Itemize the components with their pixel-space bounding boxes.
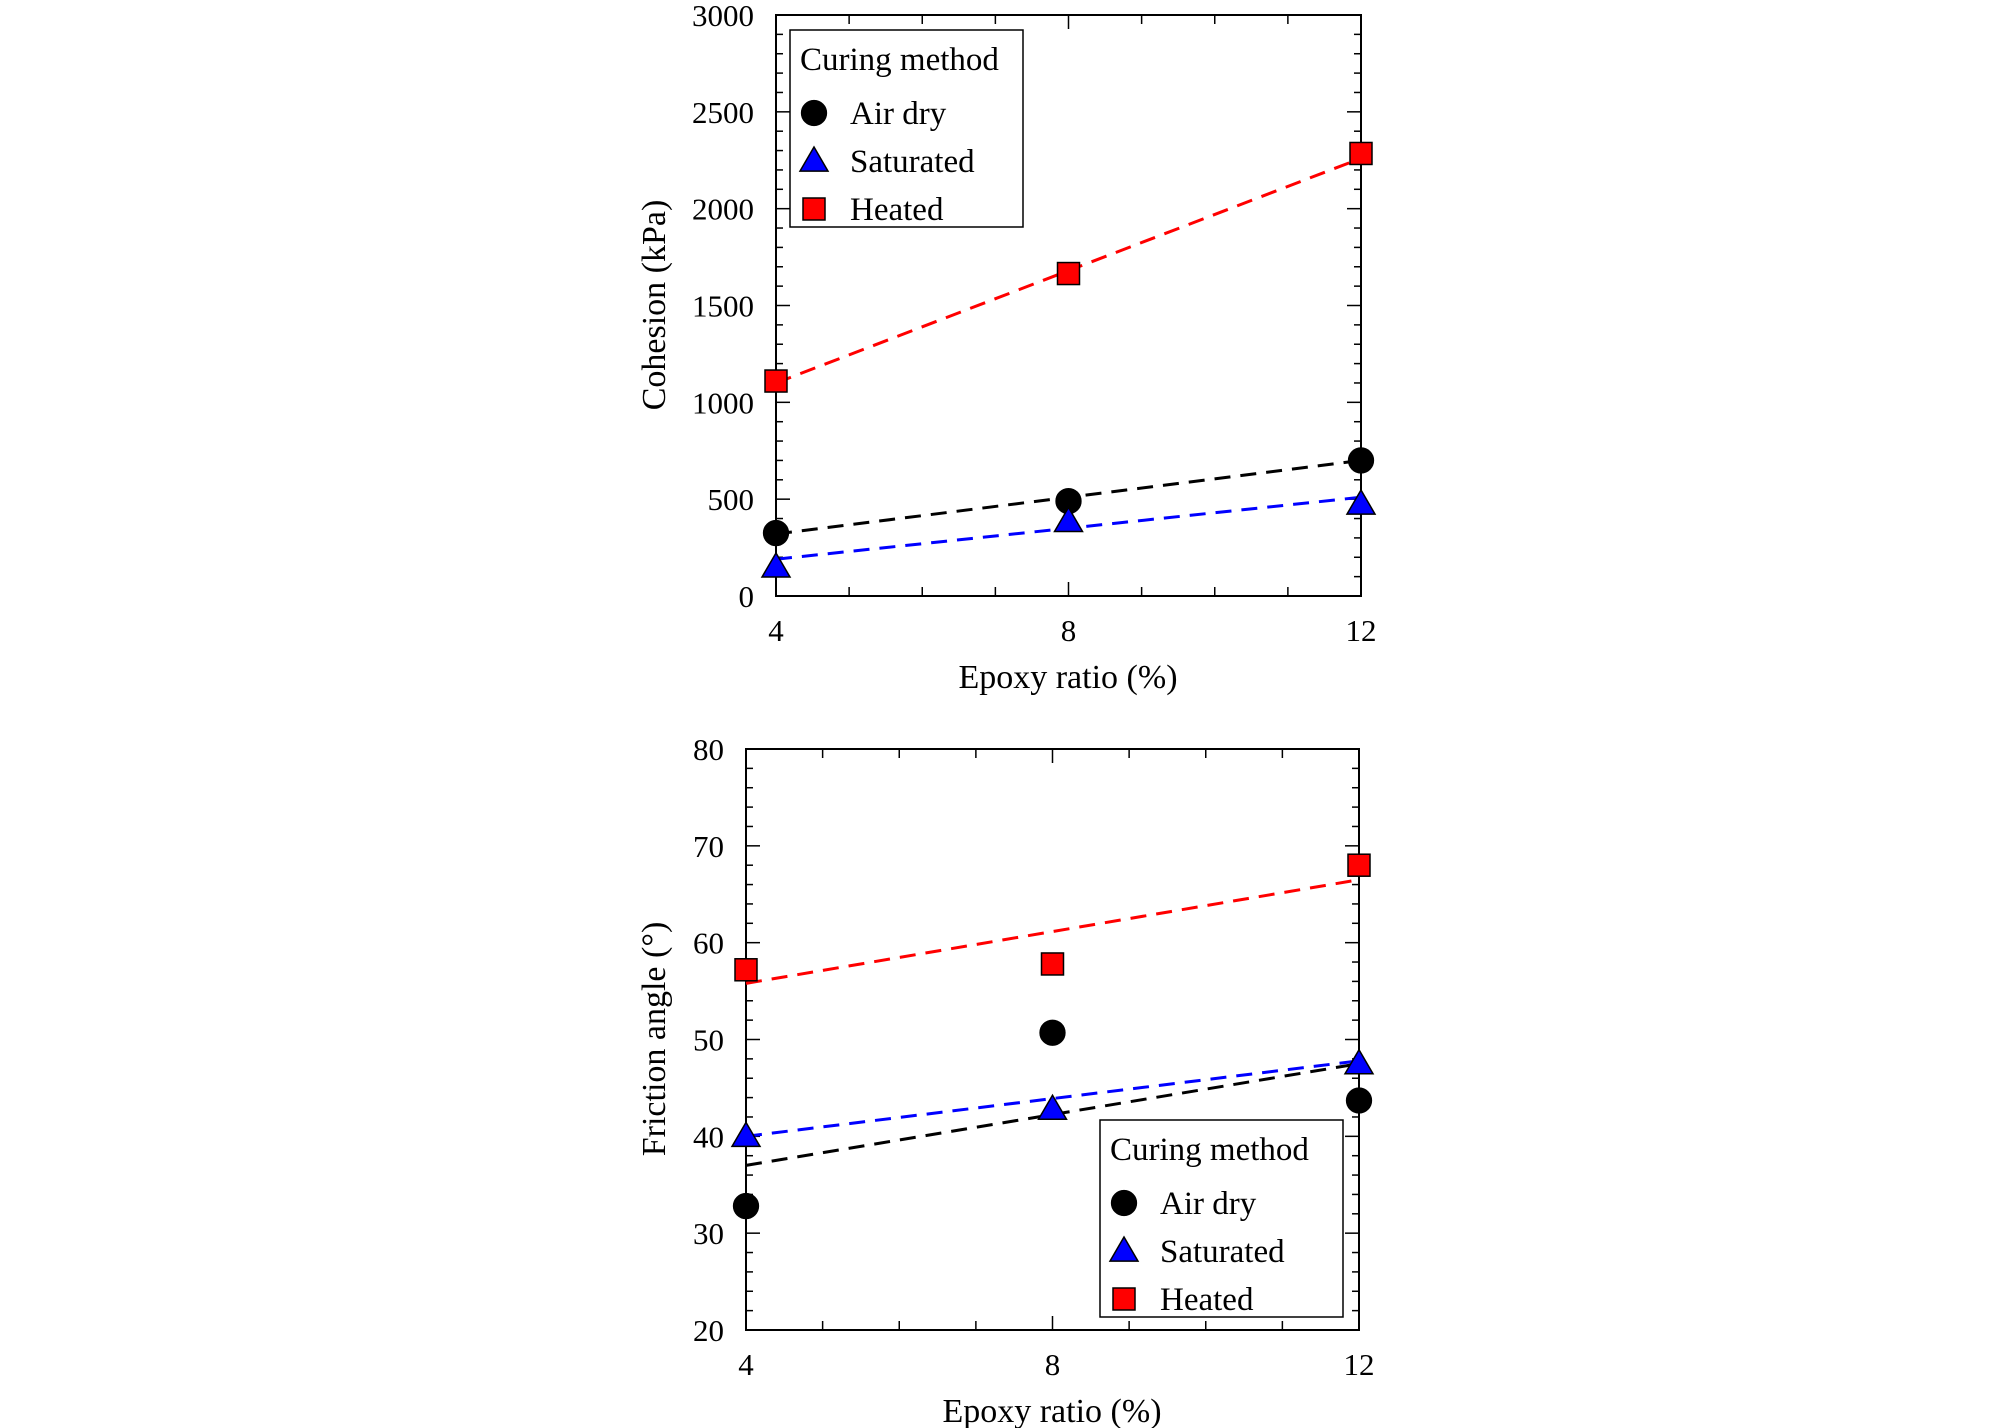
y-tick-label: 40: [693, 1119, 724, 1154]
legend: Curing method Air dry Saturated Heated: [789, 29, 1024, 228]
legend-box: [789, 29, 1024, 228]
y-tick-label: 2000: [692, 192, 754, 227]
legend-label: Saturated: [850, 144, 975, 180]
data-point-air-dry: [1347, 447, 1375, 474]
y-tick-label: 80: [693, 732, 724, 767]
x-tick-label: 4: [738, 1347, 754, 1382]
legend-label: Saturated: [1160, 1234, 1285, 1270]
data-point-heated: [1040, 952, 1065, 976]
data-point-air-dry: [1345, 1087, 1373, 1114]
legend: Curing method Air dry Saturated Heated: [1099, 1119, 1344, 1318]
x-tick-label: 8: [1061, 613, 1077, 648]
legend-label: Air dry: [850, 96, 947, 132]
y-tick-label: 2500: [692, 95, 754, 130]
y-tick-labels: 0 500 1000 1500 2000 2500 3000: [692, 0, 754, 614]
data-point-heated: [734, 958, 758, 982]
legend-label: Heated: [850, 192, 944, 228]
friction-angle-chart: 4 8 12 20 30 40 50 60 70 80 Epoxy ratio (%) Fric…: [636, 732, 1375, 1428]
y-tick-label: 3000: [692, 0, 754, 33]
legend-marker-heated: [1112, 1287, 1136, 1311]
data-point-saturated: [760, 551, 792, 578]
legend-marker-saturated: [1108, 1235, 1140, 1262]
x-tick-label: 4: [768, 613, 784, 648]
data-point-heated: [1056, 261, 1081, 286]
legend-title: Curing method: [1110, 1132, 1309, 1168]
x-tick-labels: 4 8 12: [738, 1347, 1374, 1382]
legend-title: Curing method: [800, 42, 999, 78]
legend-marker-air-dry: [800, 99, 828, 127]
y-tick-label: 20: [693, 1313, 724, 1348]
y-tick-label: 0: [739, 579, 755, 614]
data-point-heated: [764, 369, 788, 393]
y-tick-label: 30: [693, 1216, 724, 1251]
data-point-air-dry: [732, 1192, 760, 1220]
legend-label: Air dry: [1160, 1186, 1257, 1222]
y-tick-label: 1500: [692, 289, 754, 324]
data-point-saturated: [1343, 1048, 1375, 1075]
y-axis-label: Friction angle (°): [636, 922, 673, 1157]
y-tick-label: 70: [693, 829, 724, 864]
x-axis-label: Epoxy ratio (%): [958, 659, 1177, 696]
y-tick-label: 50: [693, 1023, 724, 1058]
data-point-heated: [1349, 141, 1373, 166]
x-tick-labels: 4 8 12: [768, 613, 1376, 648]
data-point-air-dry: [1039, 1019, 1066, 1046]
tick-marks: [745, 748, 1360, 1331]
data-point-heated: [1347, 853, 1371, 877]
y-axis-label: Cohesion (kPa): [636, 200, 673, 411]
y-tick-label: 60: [693, 926, 724, 961]
cohesion-chart: 4 8 12 0 500 1000 1500 2000 2500 3000 Epoxy rati…: [636, 0, 1377, 696]
x-tick-label: 8: [1045, 1347, 1061, 1382]
data-points: [730, 853, 1375, 1220]
y-tick-labels: 20 30 40 50 60 70 80: [693, 732, 724, 1348]
data-point-saturated: [1345, 488, 1377, 515]
legend-marker-heated: [802, 197, 826, 221]
data-point-saturated: [730, 1120, 762, 1148]
data-point-saturated: [1053, 505, 1084, 533]
y-tick-label: 500: [708, 482, 755, 517]
data-points: [760, 141, 1377, 578]
y-tick-label: 1000: [692, 385, 754, 420]
x-tick-label: 12: [1344, 1347, 1375, 1382]
legend-marker-saturated: [798, 145, 830, 172]
data-point-saturated: [1037, 1093, 1068, 1121]
legend-marker-air-dry: [1110, 1189, 1138, 1217]
x-tick-label: 12: [1346, 613, 1377, 648]
legend-label: Heated: [1160, 1282, 1254, 1318]
legend-box: [1099, 1119, 1344, 1318]
x-axis-label: Epoxy ratio (%): [942, 1393, 1161, 1428]
data-point-air-dry: [762, 519, 790, 547]
